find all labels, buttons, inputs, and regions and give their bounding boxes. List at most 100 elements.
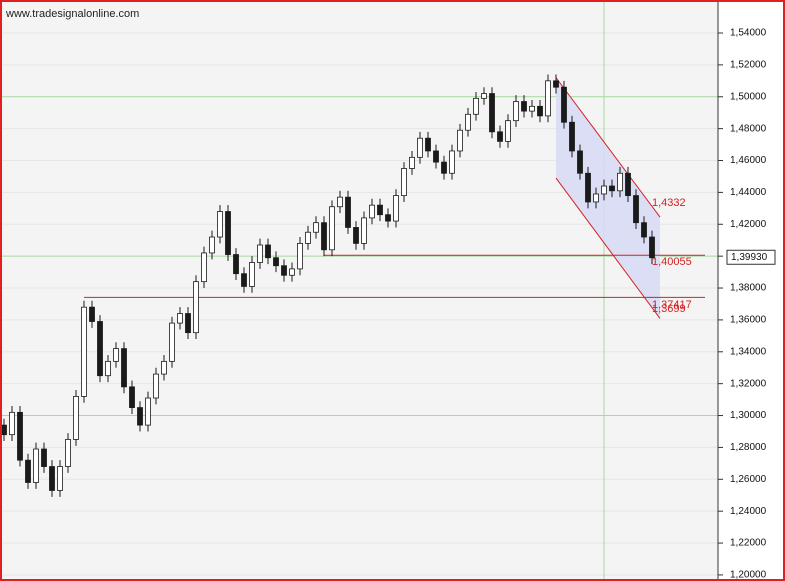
candle-body	[225, 211, 231, 255]
candle-body	[569, 121, 575, 152]
candle-body	[137, 407, 143, 426]
candle-body	[329, 206, 335, 251]
y-tick-label: 1,42000	[730, 219, 767, 230]
candle-body	[593, 193, 599, 203]
level-label: 1,37417	[652, 299, 692, 311]
candle-body	[49, 466, 55, 491]
candle-body	[89, 306, 95, 322]
candle-body	[81, 306, 87, 397]
y-tick-label: 1,44000	[730, 187, 767, 198]
y-tick-label: 1,26000	[730, 474, 767, 485]
candle-body	[625, 172, 631, 196]
candle-body	[489, 93, 495, 133]
last-price-label: 1,39930	[731, 252, 768, 263]
y-tick-label: 1,28000	[730, 442, 767, 453]
candle-body	[65, 439, 71, 467]
candle-body	[513, 101, 519, 122]
candle-body	[265, 244, 271, 259]
candle-body	[585, 172, 591, 203]
last-price-box	[726, 249, 776, 265]
candle-body	[433, 150, 439, 163]
candle-body	[505, 120, 511, 142]
candle-body	[297, 242, 303, 270]
candle-body	[121, 348, 127, 388]
candle-body	[617, 172, 623, 192]
candle-body	[401, 168, 407, 196]
candle-body	[25, 459, 31, 483]
candle-body	[177, 313, 183, 324]
candle-body	[153, 373, 159, 399]
channel-line	[555, 177, 661, 319]
candle-body	[321, 222, 327, 251]
candle-body	[9, 411, 15, 436]
channel-label: 1,4332	[652, 197, 686, 209]
candle-body	[553, 80, 559, 88]
candle-body	[633, 195, 639, 224]
candle-body	[537, 105, 543, 117]
candle-body	[601, 185, 607, 195]
candle-body	[409, 156, 415, 169]
candle-body	[241, 273, 247, 287]
candle-body	[273, 257, 279, 267]
candle-body	[417, 137, 423, 158]
candle-body	[561, 86, 567, 123]
candle-body	[217, 211, 223, 238]
candle-body	[529, 105, 535, 112]
candle-body	[113, 348, 119, 362]
watermark: www.tradesignalonline.com	[5, 8, 139, 20]
y-tick-label: 1,24000	[730, 506, 767, 517]
candle-body	[449, 150, 455, 174]
candle-body	[473, 97, 479, 115]
y-tick-label: 1,50000	[730, 91, 767, 102]
y-tick-label: 1,20000	[730, 570, 767, 581]
y-tick-label: 1,36000	[730, 315, 767, 326]
candle-body	[129, 386, 135, 408]
y-tick-label: 1,30000	[730, 410, 767, 421]
candle-body	[393, 195, 399, 222]
candle-body	[105, 360, 111, 377]
y-tick-label: 1,52000	[730, 60, 767, 71]
channel-label: 1,3699	[652, 303, 686, 315]
candle-body	[385, 214, 391, 222]
y-tick-label: 1,34000	[730, 346, 767, 357]
candle-body	[161, 360, 167, 375]
candle-body	[145, 397, 151, 426]
y-tick-label: 1,46000	[730, 155, 767, 166]
axis-background	[718, 0, 785, 581]
candle-body	[457, 129, 463, 152]
y-tick-label: 1,38000	[730, 283, 767, 294]
candle-body	[641, 222, 647, 238]
candle-body	[169, 322, 175, 362]
y-tick-label: 1,32000	[730, 378, 767, 389]
candle-body	[377, 204, 383, 216]
candle-body	[233, 254, 239, 275]
candle-body	[289, 268, 295, 276]
candle-body	[465, 113, 471, 131]
candle-body	[361, 217, 367, 244]
candle-body	[41, 448, 47, 467]
candle-body	[337, 196, 343, 208]
candle-body	[73, 396, 79, 440]
candle-body	[545, 80, 551, 117]
candle-body	[577, 150, 583, 174]
candle-body	[649, 236, 655, 259]
candle-body	[497, 131, 503, 142]
candle-body	[249, 262, 255, 287]
channel-fill	[556, 77, 660, 319]
candle-body	[369, 204, 375, 219]
candle-body	[281, 265, 287, 276]
y-tick-label: 1,22000	[730, 538, 767, 549]
candle-body	[97, 321, 103, 377]
channel-line	[555, 77, 661, 218]
candle-body	[33, 448, 39, 483]
plot-background	[0, 0, 718, 581]
candle-body	[1, 424, 7, 436]
candle-body	[345, 196, 351, 228]
y-tick-label: 1,54000	[730, 28, 767, 39]
level-label: 1,40055	[652, 256, 692, 268]
candle-body	[609, 185, 615, 192]
candle-body	[257, 244, 263, 263]
candle-body	[481, 93, 487, 99]
